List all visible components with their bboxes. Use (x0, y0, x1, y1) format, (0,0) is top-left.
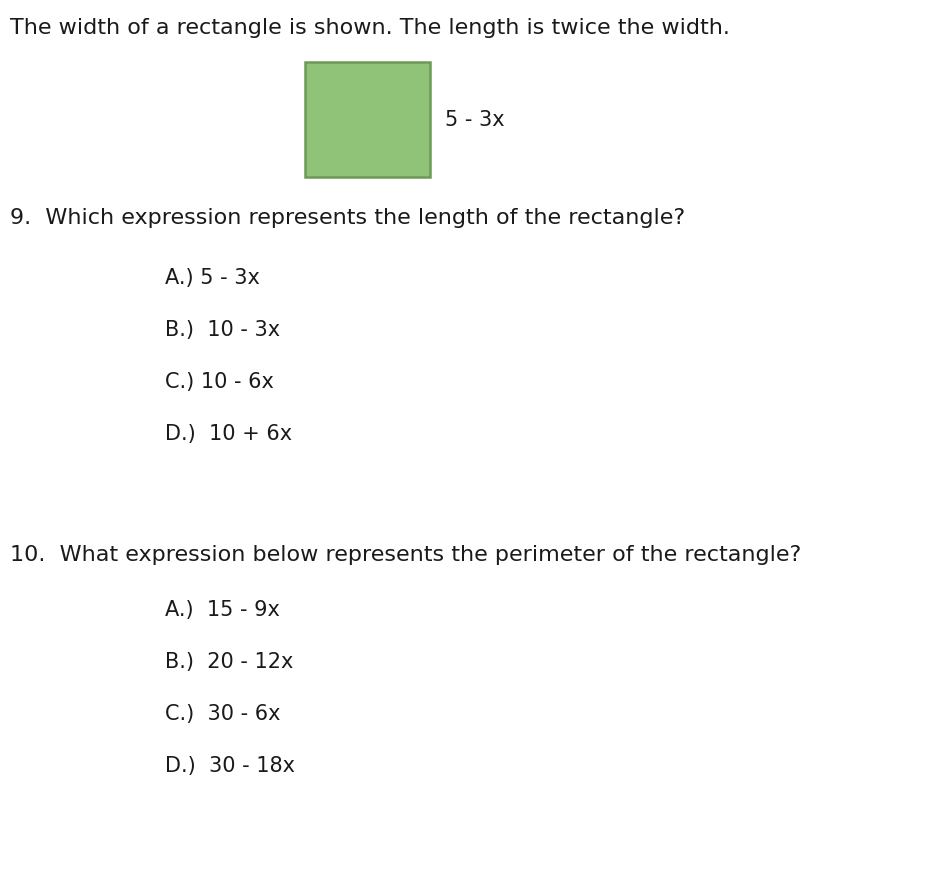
Text: A.)  15 - 9x: A.) 15 - 9x (165, 600, 279, 620)
Text: C.)  30 - 6x: C.) 30 - 6x (165, 704, 280, 724)
Bar (305, 62, 430, 177)
Text: D.)  10 + 6x: D.) 10 + 6x (165, 424, 292, 444)
Text: A.) 5 - 3x: A.) 5 - 3x (165, 268, 260, 288)
Text: C.) 10 - 6x: C.) 10 - 6x (165, 372, 274, 392)
Text: 9.  Which expression represents the length of the rectangle?: 9. Which expression represents the lengt… (10, 208, 685, 228)
Text: The width of a rectangle is shown. The length is twice the width.: The width of a rectangle is shown. The l… (10, 18, 730, 38)
Text: 10.  What expression below represents the perimeter of the rectangle?: 10. What expression below represents the… (10, 545, 801, 565)
Text: 5 - 3x: 5 - 3x (445, 109, 505, 130)
Text: B.)  10 - 3x: B.) 10 - 3x (165, 320, 280, 340)
Text: B.)  20 - 12x: B.) 20 - 12x (165, 652, 294, 672)
Text: D.)  30 - 18x: D.) 30 - 18x (165, 756, 295, 776)
